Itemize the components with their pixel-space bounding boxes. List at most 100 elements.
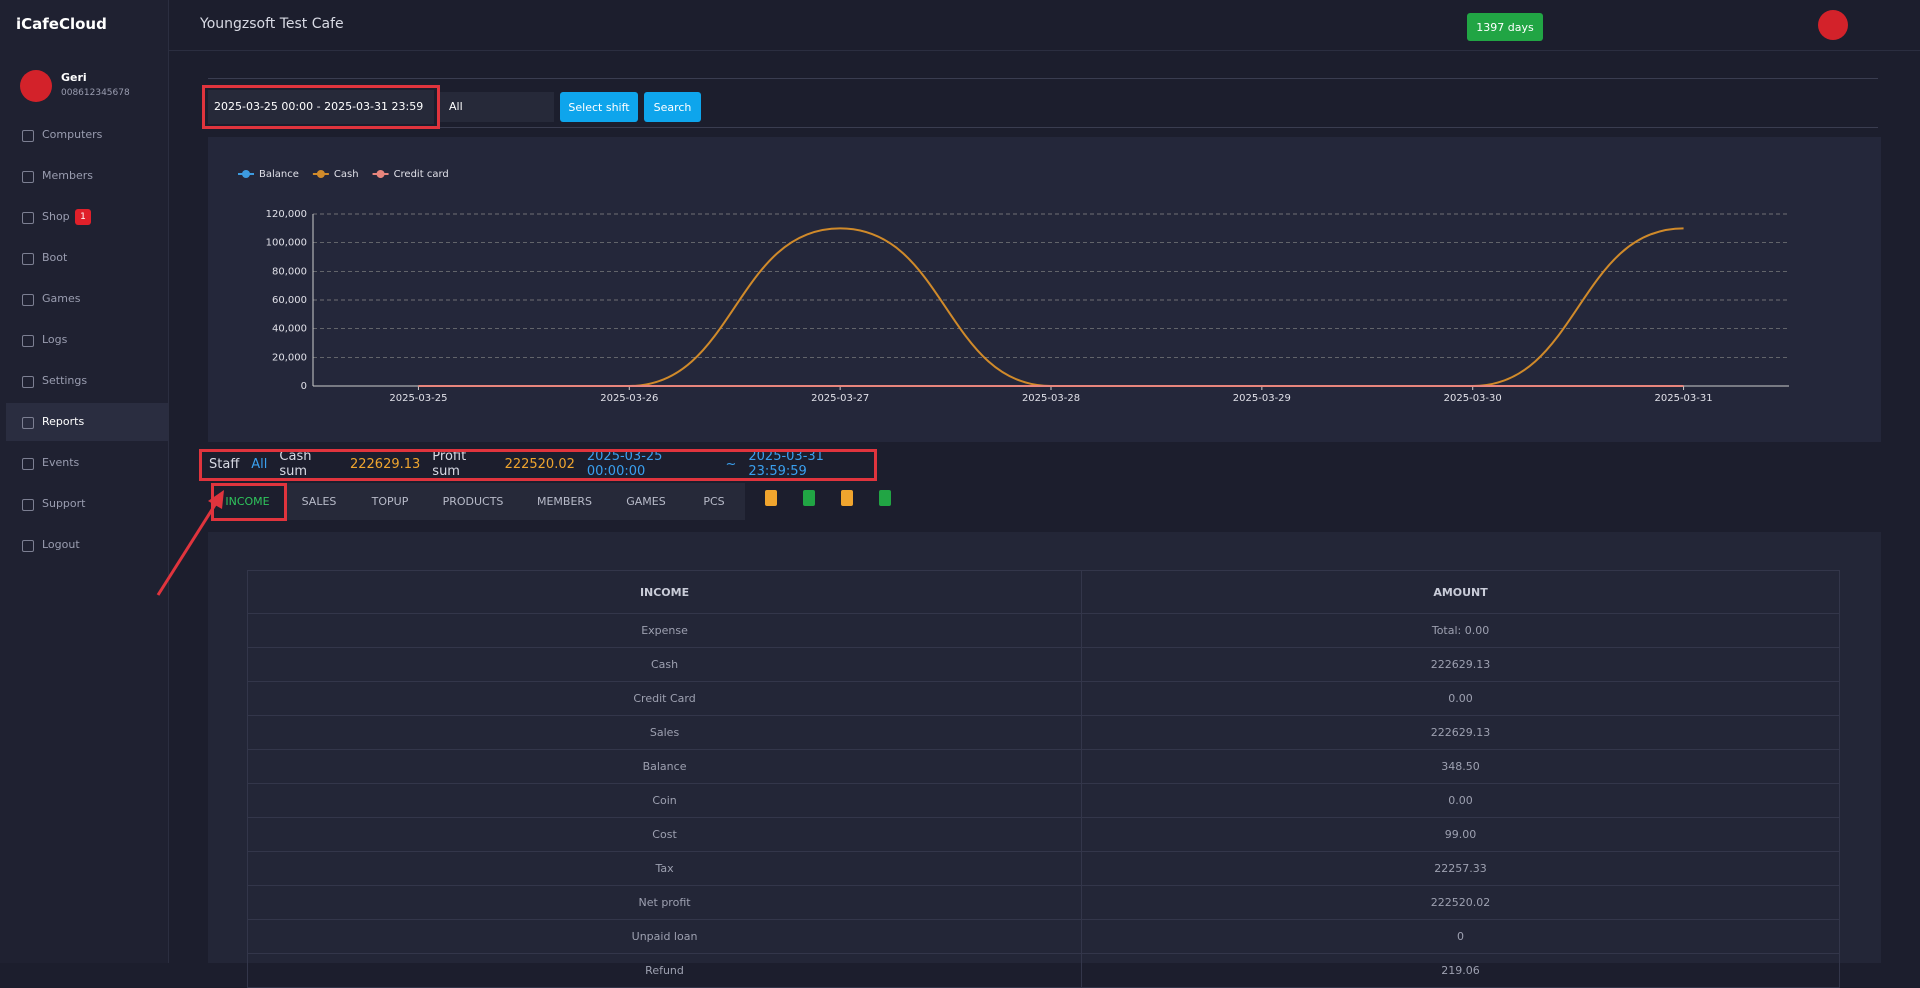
table-cell: Refund [246,953,1083,988]
nav-item[interactable]: Shop [42,210,70,223]
summary-profit-label: Profit sum [432,449,467,479]
nav-item[interactable]: Logout [42,538,80,551]
summary-staff-label: Staff [209,456,240,472]
sidebar: iCafeCloud Geri 008612345678 Computers Me… [0,0,169,963]
table-row: Cost 99.00 [246,817,1840,852]
divider [208,127,1878,128]
summary-cash: 222629.13 [349,456,421,472]
table-cell: 222629.13 [1081,715,1840,750]
y-tick-label: 100,000 [266,238,307,249]
y-tick-label: 60,000 [272,295,307,306]
y-tick-label: 20,000 [272,352,307,363]
summary-cash-label: Cash sum [279,449,312,479]
table-cell: 222629.13 [1081,647,1840,682]
table-row: Credit Card 0.00 [246,681,1840,716]
nav-item[interactable]: Events [42,456,80,469]
table-row: Unpaid loan 0 [246,919,1840,954]
nav-item[interactable]: Computers [42,128,103,141]
nav-item[interactable]: Logs [42,333,68,346]
x-tick-label: 2025-03-29 [1233,393,1291,404]
legend-dot [316,170,325,178]
legend-label: Balance [259,169,299,180]
logo: iCafeCloud [16,15,107,33]
nav-item[interactable]: Members [42,169,93,182]
table-cell: Balance [246,749,1083,784]
table-cell: Cash [246,647,1083,682]
tab[interactable]: GAMES [609,483,684,520]
nav-item[interactable]: Boot [42,251,68,264]
nav-icon [22,499,34,511]
user-phone: 008612345678 [61,88,130,98]
table-cell: Unpaid loan [246,919,1083,954]
highlight [199,449,877,481]
export-icon[interactable] [803,490,815,506]
legend-label: Cash [334,169,359,180]
export-icon[interactable] [765,490,777,506]
table-cell: Credit Card [246,681,1083,716]
nav-item[interactable]: Games [42,292,81,305]
nav-icon [22,458,34,470]
table-cell: Expense [246,613,1083,648]
summary: Staff All Cash sum 222629.13 Profit sum 22252… [200,449,875,479]
table-row: Balance 348.50 [246,749,1840,784]
chart: 0 20,000 40,000 60,000 80,000 100,000 120,000 2… [238,169,1789,404]
tab[interactable]: TOPUP [354,483,427,520]
table-row: Tax 22257.33 [246,851,1840,886]
profile-avatar[interactable] [1818,10,1848,40]
export-icon[interactable] [879,490,891,506]
shift-select[interactable]: All [440,92,554,122]
table-cell: 0.00 [1081,783,1840,818]
table-row: Cash 222629.13 [246,647,1840,682]
table-cell: 348.50 [1081,749,1840,784]
days-badge[interactable]: 1397 days [1467,13,1543,41]
tab[interactable]: SALES [284,483,355,520]
nav-icon [22,540,34,552]
tab[interactable]: PRODUCTS [426,483,521,520]
arrow [156,490,224,596]
table-cell: 0 [1081,919,1840,954]
table-cell: Tax [246,851,1083,886]
search-button[interactable]: Search [644,92,701,122]
header-title: Youngzsoft Test Cafe [200,16,344,32]
tab[interactable]: MEMBERS [520,483,610,520]
tab[interactable]: INCOME [211,483,285,520]
highlight [202,85,440,129]
date-range[interactable]: 2025-03-25 00:00 - 2025-03-31 23:59 [208,90,434,124]
y-tick-label: 40,000 [272,324,307,335]
x-tick-label: 2025-03-27 [811,393,869,404]
user-name: Geri [61,71,87,84]
y-tick-label: 120,000 [266,209,307,220]
nav-icon [22,417,34,429]
y-tick-label: 0 [301,381,307,392]
badge: 1 [75,209,91,225]
x-tick-label: 2025-03-31 [1655,393,1713,404]
table-header: INCOME [246,570,1083,614]
summary-staff: All [251,456,268,472]
x-tick-label: 2025-03-26 [600,393,658,404]
table-cell: 99.00 [1081,817,1840,852]
table-cell: Net profit [246,885,1083,920]
table-cell: 222520.02 [1081,885,1840,920]
table-row: Net profit 222520.02 [246,885,1840,920]
nav-icon [22,130,34,142]
tab[interactable]: PCS [683,483,746,520]
select-shift-button[interactable]: Select shift [560,92,638,122]
x-tick-label: 2025-03-28 [1022,393,1080,404]
nav-icon [22,335,34,347]
nav-item[interactable]: Reports [42,415,85,428]
nav-item[interactable]: Support [42,497,86,510]
table-cell: Coin [246,783,1083,818]
divider [208,78,1878,79]
table-cell: Total: 0.00 [1081,613,1840,648]
summary-profit: 222520.02 [504,456,575,472]
nav-icon [22,171,34,183]
x-tick-label: 2025-03-25 [389,393,447,404]
table-header: AMOUNT [1081,570,1840,614]
nav-item[interactable]: Settings [42,374,88,387]
x-tick-label: 2025-03-30 [1444,393,1502,404]
chart-panel: 0 20,000 40,000 60,000 80,000 100,000 120,000 2… [208,137,1881,442]
table-row: Refund 219.06 [246,953,1840,988]
export-icon[interactable] [841,490,853,506]
table-cell: Cost [246,817,1083,852]
